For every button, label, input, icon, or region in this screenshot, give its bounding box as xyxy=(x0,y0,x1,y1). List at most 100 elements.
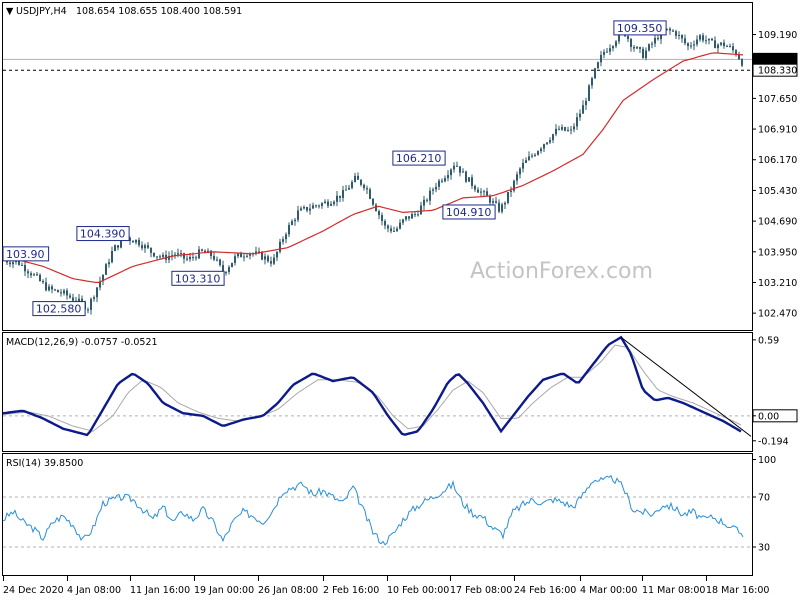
candle xyxy=(309,203,311,215)
candle xyxy=(597,61,599,69)
price-tick-label: 106.910 xyxy=(758,125,797,136)
candle xyxy=(225,271,227,276)
candle xyxy=(447,170,449,182)
candle xyxy=(468,177,470,182)
time-tick: 24 Feb 16:00 xyxy=(514,576,576,596)
macd-main-line xyxy=(2,335,742,437)
candle xyxy=(96,287,98,303)
candle xyxy=(333,200,335,207)
candle xyxy=(231,262,233,268)
candle xyxy=(741,58,743,67)
candle xyxy=(42,279,44,284)
candle xyxy=(642,46,644,59)
candle xyxy=(342,185,344,202)
candle xyxy=(477,187,479,193)
candle xyxy=(384,219,386,230)
candle xyxy=(651,41,653,49)
candle xyxy=(12,260,14,269)
candle xyxy=(294,217,296,226)
time-tick: 24 Dec 2020 xyxy=(3,576,64,596)
price-tick: 109.190 xyxy=(752,30,797,41)
rsi-title: RSI(14) 39.8500 xyxy=(6,458,83,469)
price-tick: 102.470 xyxy=(752,309,797,320)
candle xyxy=(585,97,587,111)
annotation-label: 104.390 xyxy=(80,228,126,241)
candle xyxy=(267,254,269,263)
price-tick: 105.430 xyxy=(752,186,797,197)
candle xyxy=(687,42,689,51)
annotation-label: 104.910 xyxy=(446,206,492,219)
time-tick-label: 2 Feb 16:00 xyxy=(323,585,379,596)
candle xyxy=(324,199,326,204)
candle xyxy=(201,248,203,252)
candle xyxy=(60,288,62,297)
candle xyxy=(588,84,590,102)
candle xyxy=(24,260,26,277)
candle xyxy=(552,133,554,144)
candle xyxy=(351,180,353,190)
candle xyxy=(441,178,443,184)
candle xyxy=(141,241,143,251)
price-tick: 104.690 xyxy=(752,217,797,228)
candle xyxy=(633,44,635,52)
candle xyxy=(285,232,287,244)
rsi-panel-frame xyxy=(2,453,753,576)
candle xyxy=(420,201,422,215)
candle xyxy=(564,126,566,132)
candle xyxy=(105,262,107,275)
candle xyxy=(303,205,305,210)
candle xyxy=(360,179,362,187)
candle xyxy=(144,243,146,253)
candle xyxy=(90,297,92,315)
price-tick-label: 107.650 xyxy=(758,94,797,105)
candle xyxy=(63,288,65,296)
time-tick-label: 18 Mar 16:00 xyxy=(706,585,769,596)
macd-tick: 0.59 xyxy=(752,335,779,346)
candle xyxy=(219,258,221,267)
price-tick-label: 109.190 xyxy=(758,30,797,41)
rsi-tick-label: 70 xyxy=(758,493,770,504)
candle xyxy=(282,236,284,245)
candle xyxy=(465,170,467,184)
time-tick: 2 Feb 16:00 xyxy=(323,576,379,596)
candle xyxy=(114,244,116,252)
candle xyxy=(354,172,356,183)
candle xyxy=(666,28,668,31)
candle xyxy=(480,188,482,197)
price-panel-frame xyxy=(2,2,753,331)
candle xyxy=(444,175,446,183)
candle xyxy=(435,182,437,193)
candle xyxy=(408,216,410,221)
candle xyxy=(615,39,617,49)
candle xyxy=(603,49,605,59)
annotation-label: 109.350 xyxy=(617,22,663,35)
candle xyxy=(513,179,515,193)
rsi-tick-label: 30 xyxy=(758,543,770,554)
header-symbol: USDJPY,H4 xyxy=(16,6,67,17)
macd-axis: 0.59 0.00 -0.194 xyxy=(752,335,798,447)
candle xyxy=(195,255,197,261)
time-tick: 11 Jan 16:00 xyxy=(130,576,190,596)
candle xyxy=(639,46,641,53)
candle xyxy=(93,295,95,302)
time-tick-label: 4 Jan 08:00 xyxy=(67,585,121,596)
candle xyxy=(561,124,563,131)
candle xyxy=(432,187,434,195)
candle xyxy=(531,153,533,159)
candle xyxy=(672,29,674,32)
candle xyxy=(414,211,416,218)
candle xyxy=(315,204,317,209)
candle xyxy=(99,276,101,291)
candle xyxy=(720,42,722,47)
candle xyxy=(27,269,29,279)
time-tick-label: 19 Jan 00:00 xyxy=(194,585,254,596)
candle xyxy=(738,51,740,60)
candle xyxy=(450,168,452,180)
candle xyxy=(501,202,503,214)
candle xyxy=(153,252,155,258)
candle xyxy=(654,33,656,48)
candle xyxy=(378,209,380,220)
candle xyxy=(156,256,158,260)
candle xyxy=(474,184,476,192)
